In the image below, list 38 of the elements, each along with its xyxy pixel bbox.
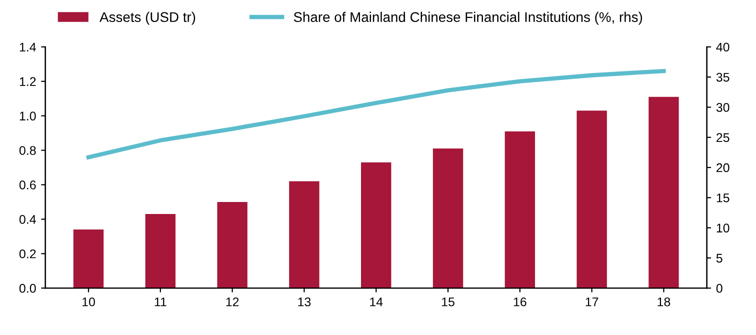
y2-tick-label: 25 <box>716 133 730 142</box>
y2-tick-label: 0 <box>716 284 722 293</box>
y-tick-label: 0.6 <box>19 180 36 190</box>
y2-tick-label: 35 <box>716 72 730 82</box>
y-tick-label: 0.2 <box>19 249 36 258</box>
x-tick-label: 15 <box>442 298 454 306</box>
bar <box>289 181 320 288</box>
x-tick-label: 10 <box>82 297 95 306</box>
legend-label: Share of Mainland Chinese Financial Institutions (%, rhs) <box>294 12 642 25</box>
bar <box>504 131 536 288</box>
bar <box>432 148 464 288</box>
x-tick-label: 12 <box>226 297 239 306</box>
bar <box>361 162 392 288</box>
y2-tick-label: 40 <box>716 42 730 52</box>
bar <box>145 214 176 288</box>
y2-tick-label: 20 <box>716 163 730 172</box>
bar <box>73 230 104 288</box>
y2-tick-label: 30 <box>716 103 730 112</box>
bar <box>648 96 679 288</box>
x-tick-label: 16 <box>514 297 526 306</box>
y-tick-label: 1.0 <box>20 112 36 120</box>
y2-tick-label: 5 <box>716 254 722 263</box>
y2-tick-label: 10 <box>716 224 730 232</box>
y-tick-label: 1.4 <box>20 42 36 52</box>
bar <box>217 202 248 288</box>
y-tick-label: 0.8 <box>19 146 36 155</box>
legend-label: Assets (USD tr) <box>100 12 196 25</box>
x-tick-label: 17 <box>586 298 598 306</box>
line-series <box>86 68 666 160</box>
y-tick-label: 1.2 <box>20 77 36 86</box>
x-tick-label: 11 <box>154 298 166 306</box>
x-tick-label: 18 <box>658 297 670 306</box>
y-tick-label: 0.4 <box>19 214 36 224</box>
y2-tick-label: 15 <box>716 194 730 202</box>
x-tick-label: 14 <box>370 298 383 306</box>
y-tick-label: 0.0 <box>19 284 36 293</box>
x-tick-label: 13 <box>298 297 311 306</box>
bar <box>576 110 607 288</box>
